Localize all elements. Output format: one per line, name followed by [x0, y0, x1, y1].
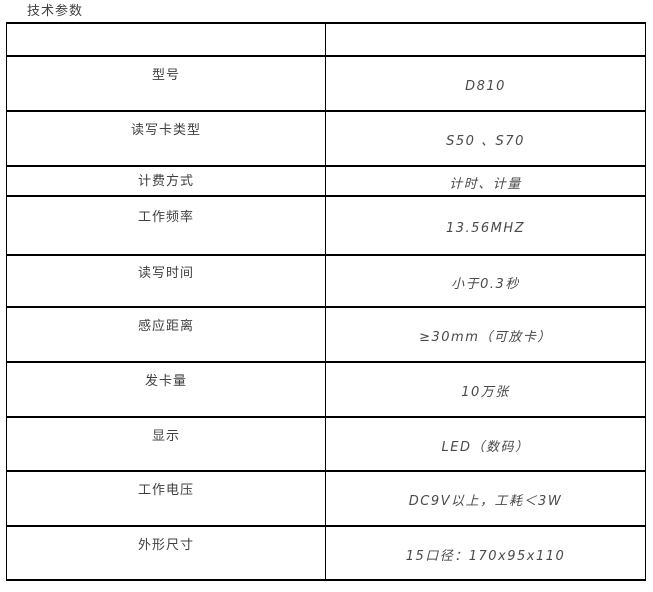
param-label: 显示: [151, 428, 180, 444]
param-value: 小于0.3秒: [451, 276, 520, 292]
param-value-cell: ≥30mm（可放卡）: [325, 306, 646, 363]
param-value-cell: S50 、S70: [325, 110, 646, 167]
param-label-cell: 工作频率: [6, 195, 326, 256]
param-label: 工作电压: [137, 483, 194, 498]
page-title: 技术参数: [27, 4, 84, 19]
table-row: 工作频率 13.56MHZ: [6, 195, 646, 256]
param-value: DC9V以上，工耗＜3W: [408, 494, 563, 509]
param-value-cell: D810: [325, 55, 646, 112]
param-value-cell: 10万张: [325, 361, 646, 418]
param-value: 计时、计量: [449, 176, 522, 192]
param-label-cell: 感应距离: [6, 306, 326, 363]
param-label-cell: 外形尺寸: [6, 525, 326, 581]
param-value: LED（数码）: [441, 439, 530, 455]
param-value: D810: [465, 79, 506, 94]
param-label-cell: [6, 22, 326, 57]
param-value-cell: 小于0.3秒: [325, 254, 646, 308]
specs-table-body: 型号 D810 读写卡类型 S50 、S70 计费方式 计时、计量 工作频率 1…: [6, 22, 646, 581]
param-value-cell: 15口径：170x95x110: [325, 525, 646, 581]
param-value-cell: LED（数码）: [325, 416, 646, 472]
param-value-cell: 13.56MHZ: [325, 195, 646, 256]
param-value: 13.56MHZ: [445, 221, 526, 236]
param-value: 10万张: [461, 385, 510, 400]
table-row: 型号 D810: [6, 55, 646, 112]
param-value-cell: DC9V以上，工耗＜3W: [325, 470, 646, 527]
param-label-cell: 工作电压: [6, 470, 326, 527]
param-value: S50 、S70: [446, 134, 525, 149]
table-row: 发卡量 10万张: [6, 361, 646, 418]
param-label: 工作频率: [137, 210, 194, 225]
table-row: 工作电压 DC9V以上，工耗＜3W: [6, 470, 646, 527]
param-value: ≥30mm（可放卡）: [419, 330, 552, 345]
param-value: 15口径：170x95x110: [405, 548, 566, 564]
param-value-cell: [325, 22, 646, 57]
param-label-cell: 计费方式: [6, 165, 326, 197]
table-row: 读写时间 小于0.3秒: [6, 254, 646, 308]
table-row: 外形尺寸 15口径：170x95x110: [6, 525, 646, 581]
param-label-cell: 型号: [6, 55, 326, 112]
specs-table: 型号 D810 读写卡类型 S50 、S70 计费方式 计时、计量 工作频率 1…: [6, 22, 646, 581]
param-label-cell: 读写时间: [6, 254, 326, 308]
table-row: 读写卡类型 S50 、S70: [6, 110, 646, 167]
param-label: 型号: [151, 68, 180, 83]
param-label-cell: 显示: [6, 416, 326, 472]
param-label-cell: 发卡量: [6, 361, 326, 418]
table-row: 显示 LED（数码）: [6, 416, 646, 472]
table-row: [6, 22, 646, 57]
param-label-cell: 读写卡类型: [6, 110, 326, 167]
param-value-cell: 计时、计量: [325, 165, 646, 197]
table-row: 感应距离 ≥30mm（可放卡）: [6, 306, 646, 363]
param-label: 发卡量: [144, 374, 187, 389]
param-label: 读写卡类型: [130, 123, 201, 138]
table-row: 计费方式 计时、计量: [6, 165, 646, 197]
param-label: 外形尺寸: [137, 537, 194, 553]
param-label: 计费方式: [137, 173, 194, 189]
param-label: 感应距离: [137, 319, 194, 334]
param-label: 读写时间: [137, 265, 194, 281]
